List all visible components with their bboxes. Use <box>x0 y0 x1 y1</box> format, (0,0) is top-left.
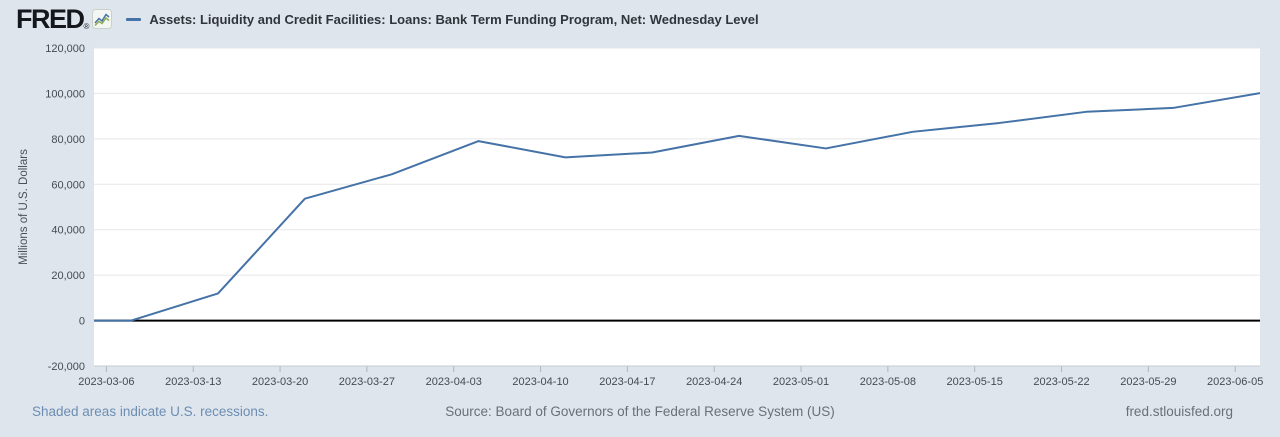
x-axis-tick-label: 2023-06-05 <box>1207 376 1263 388</box>
y-axis-tick-label: 40,000 <box>51 225 85 237</box>
y-axis-tick-label: 20,000 <box>51 270 85 282</box>
x-axis-tick-label: 2023-05-22 <box>1033 376 1089 388</box>
data-line <box>94 92 1260 322</box>
series-title-link[interactable]: Assets: Liquidity and Credit Facilities:… <box>149 11 759 27</box>
x-axis-tick-label: 2023-03-06 <box>78 376 134 388</box>
x-axis-tick-label: 2023-04-17 <box>599 376 655 388</box>
chart-footer: Shaded areas indicate U.S. recessions. S… <box>0 404 1280 424</box>
x-axis-tick-label: 2023-03-20 <box>252 376 308 388</box>
y-axis-tick-label: 80,000 <box>51 134 85 146</box>
x-axis-tick-label: 2023-05-08 <box>860 376 916 388</box>
y-axis-labels: -20,000 0 20,000 40,000 60,000 80,000 100,000 1… <box>45 43 85 373</box>
chart-header: FRED ® Assets: Liquidity and Credit Faci… <box>16 4 759 34</box>
x-axis-tick-label: 2023-05-01 <box>773 376 829 388</box>
y-axis-title: Millions of U.S. Dollars <box>18 149 30 265</box>
fred-logo-chart-icon <box>92 9 113 29</box>
fred-logo-text: FRED <box>16 3 85 34</box>
x-axis-labels: 2023-03-06 2023-03-13 2023-03-20 2023-03-27… <box>78 366 1263 388</box>
x-axis-tick-label: 2023-05-15 <box>947 376 1003 388</box>
y-axis-tick-label: 60,000 <box>51 179 85 191</box>
y-axis-tick-label: 100,000 <box>45 88 85 100</box>
x-axis-tick-label: 2023-04-10 <box>512 376 568 388</box>
grid-lines <box>94 47 1260 367</box>
registered-trademark-icon: ® <box>83 21 90 31</box>
x-axis-tick-label: 2023-04-03 <box>426 376 482 388</box>
y-axis-tick-label: 0 <box>79 316 85 328</box>
x-axis-tick-label: 2023-03-27 <box>339 376 395 388</box>
fred-site-link[interactable]: fred.stlouisfed.org <box>1125 404 1233 419</box>
fred-logo[interactable]: FRED ® <box>16 3 113 34</box>
x-axis-tick-label: 2023-03-13 <box>165 376 221 388</box>
plot-area <box>94 48 1260 366</box>
y-axis-tick-label: -20,000 <box>48 361 85 373</box>
x-axis-tick-label: 2023-05-29 <box>1120 376 1176 388</box>
series-legend: Assets: Liquidity and Credit Facilities:… <box>126 11 759 27</box>
recessions-note-link[interactable]: Shaded areas indicate U.S. recessions. <box>32 404 269 419</box>
source-attribution: Source: Board of Governors of the Federa… <box>445 404 835 419</box>
x-axis-tick-label: 2023-04-24 <box>686 376 742 388</box>
y-axis-tick-label: 120,000 <box>45 43 85 55</box>
legend-line-swatch <box>126 17 142 21</box>
